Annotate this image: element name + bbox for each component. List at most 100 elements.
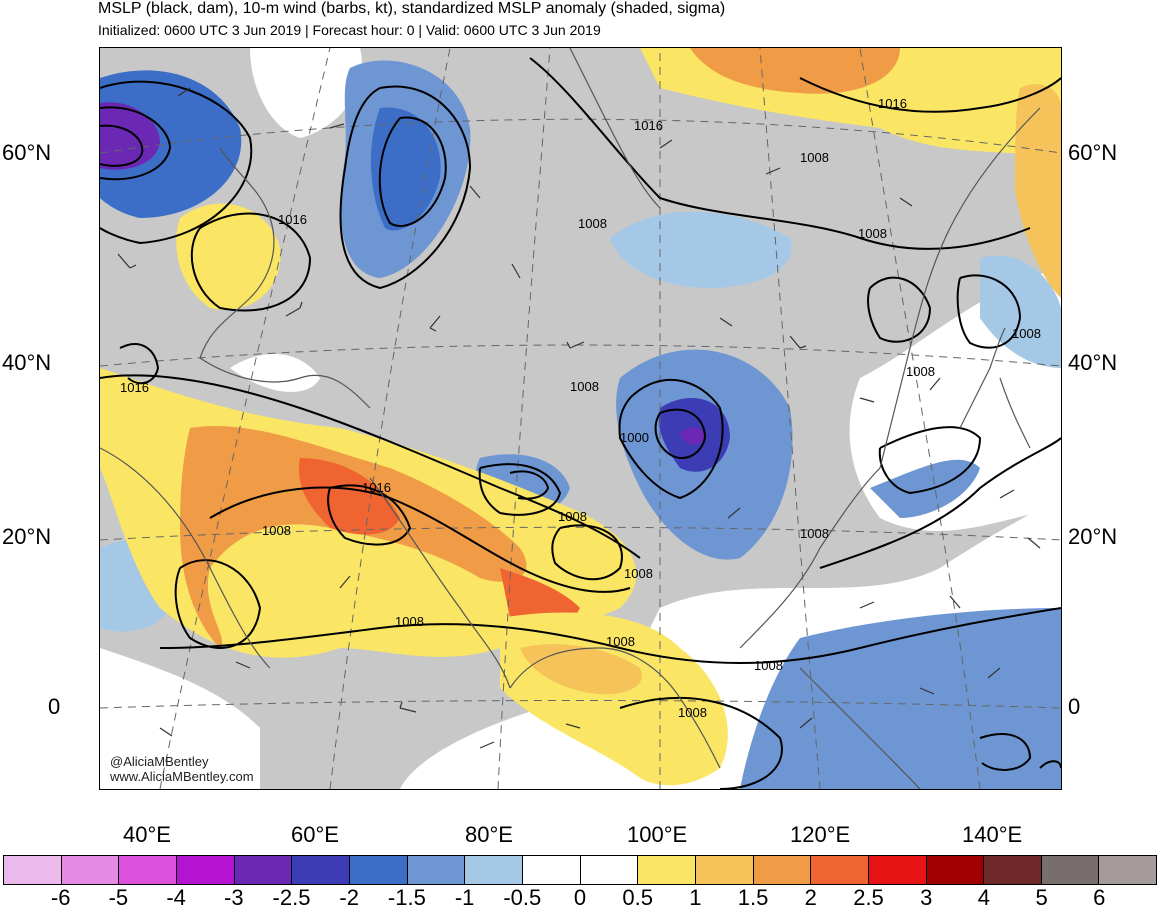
colorbar-swatch — [465, 856, 523, 884]
colorbar-labels: -6 -5 -4 -3 -2.5 -2 -1.5 -1 -0.5 0 0.5 1 1.5 2 2.5 3 4 5 6 — [0, 885, 1160, 913]
wind-barbs — [117, 87, 1041, 749]
colorbar-tick-label: -1.5 — [387, 885, 426, 910]
lat-label-40-left: 40°N — [2, 350, 52, 375]
isobar-label: 1008 — [754, 658, 783, 673]
isobar-label: 1008 — [800, 150, 829, 165]
lon-label-80e: 80°E — [465, 822, 513, 847]
isobar-label: 1008 — [395, 614, 424, 629]
anomaly-high-kamchatka — [1015, 84, 1061, 298]
isobar-label: 1008 — [1012, 326, 1041, 341]
anomaly-high-iran-core — [299, 458, 400, 535]
colorbar-tick-label: -2 — [339, 885, 359, 910]
lat-label-20-left: 20°N — [2, 524, 52, 549]
isobar-label: 1016 — [634, 118, 663, 133]
lon-label-140e: 140°E — [962, 822, 1023, 847]
anomaly-high-arctic-core — [690, 48, 900, 94]
colorbar-swatch — [638, 856, 696, 884]
colorbar-swatch — [926, 856, 985, 884]
isobar-label: 1000 — [620, 430, 649, 445]
colorbar-tick-label: -2.5 — [272, 885, 311, 910]
colorbar-tick-label: -4 — [166, 885, 186, 910]
colorbar-swatch — [753, 856, 812, 884]
map-graticule — [100, 48, 1061, 789]
colorbar-swatch — [349, 856, 408, 884]
anomaly-high-bengal-core — [520, 644, 642, 695]
colorbar-tick-label: 6 — [1093, 885, 1106, 910]
anomaly-low-pacific — [870, 459, 980, 518]
colorbar-swatch — [292, 856, 350, 884]
colorbar-swatch — [1099, 856, 1157, 884]
chart-subtitle: Initialized: 0600 UTC 3 Jun 2019 | Forec… — [98, 22, 601, 38]
colorbar-tick-label: -0.5 — [503, 885, 542, 910]
colorbar-swatch — [580, 856, 639, 884]
isobar-label: 1016 — [120, 380, 149, 395]
colorbar-tick-label: -3 — [224, 885, 244, 910]
neutral-region-scandinavia — [250, 48, 362, 138]
neutral-region-africa — [100, 648, 260, 789]
map-panel: 1016 1016 1016 1016 1016 1008 1008 1008 … — [99, 47, 1062, 790]
isobar-label: 1016 — [878, 96, 907, 111]
isobar-label: 1016 — [362, 480, 391, 495]
isobar-contours — [100, 57, 1061, 789]
lat-label-40-right: 40°N — [1068, 350, 1118, 375]
lon-label-100e: 100°E — [627, 822, 688, 847]
lat-label-0-left: 0 — [48, 694, 61, 719]
colorbar-swatch — [4, 856, 62, 884]
anomaly-map: 1016 1016 1016 1016 1016 1008 1008 1008 … — [100, 48, 1061, 789]
lat-label-60-left: 60°N — [2, 140, 52, 165]
colorbar-swatch — [695, 856, 754, 884]
colorbar-tick-label: 4 — [977, 885, 991, 910]
colorbar-swatch — [868, 856, 927, 884]
colorbar-swatch — [61, 856, 120, 884]
anomaly-high-arabia — [180, 426, 527, 648]
isobar-labels: 1016 1016 1016 1016 1016 1008 1008 1008 … — [120, 96, 1041, 720]
anomaly-high-ukraine — [176, 203, 281, 310]
lat-label-20-right: 20°N — [1068, 524, 1118, 549]
colorbar-tick-label: 2.5 — [853, 885, 884, 910]
isobar-label: 1016 — [278, 212, 307, 227]
isobar-label: 1008 — [800, 526, 829, 541]
colorbar-tick-label: -1 — [454, 885, 475, 910]
colorbar-tick-label: 5 — [1035, 885, 1048, 910]
lat-label-60-right: 60°N — [1068, 140, 1118, 165]
anomaly-low-pacific-south — [740, 608, 1061, 789]
lon-label-120e: 120°E — [790, 822, 851, 847]
colorbar-swatch — [407, 856, 466, 884]
lon-label-40e: 40°E — [123, 822, 171, 847]
isobar-label: 1008 — [606, 634, 635, 649]
coastlines — [100, 48, 1041, 789]
colorbar-tick-label: 2 — [804, 885, 817, 910]
isobar-label: 1008 — [678, 705, 707, 720]
colorbar-swatch — [1041, 856, 1100, 884]
anomaly-low-europe-core — [100, 102, 160, 170]
colorbar-tick-label: 1.5 — [737, 885, 769, 910]
colorbar-tick-label: 0.5 — [622, 885, 653, 910]
credit-website: www.AliciaMBentley.com — [109, 769, 254, 784]
neutral-region-black-sea — [230, 354, 320, 392]
colorbar-tick-label: -5 — [108, 885, 129, 910]
isobar-label: 1008 — [558, 509, 587, 524]
lon-label-60e: 60°E — [291, 822, 339, 847]
isobar-label: 1008 — [578, 216, 607, 231]
chart-title: MSLP (black, dam), 10-m wind (barbs, kt)… — [98, 0, 726, 17]
anomaly-low-mongolia — [610, 211, 792, 288]
anomaly-low-china-center — [680, 426, 705, 445]
isobar-label: 1008 — [570, 379, 599, 394]
colorbar-swatch — [984, 856, 1042, 884]
isobar-label: 1008 — [624, 566, 653, 581]
colorbar-swatch — [811, 856, 869, 884]
credit-handle: @AliciaMBentley — [110, 754, 209, 769]
anomaly-high-india-core — [500, 568, 580, 625]
isobar-label: 1008 — [858, 226, 887, 241]
colorbar — [3, 855, 1157, 885]
colorbar-swatch — [522, 856, 581, 884]
colorbar-swatch — [176, 856, 235, 884]
colorbar-tick-label: 3 — [920, 885, 933, 910]
isobar-label: 1008 — [906, 364, 935, 379]
isobar-label: 1008 — [262, 523, 291, 538]
colorbar-swatch — [234, 856, 293, 884]
lat-label-0-right: 0 — [1068, 694, 1081, 719]
colorbar-tick-label: 0 — [573, 885, 587, 910]
colorbar-swatch — [119, 856, 177, 884]
colorbar-tick-label: -6 — [50, 885, 71, 910]
